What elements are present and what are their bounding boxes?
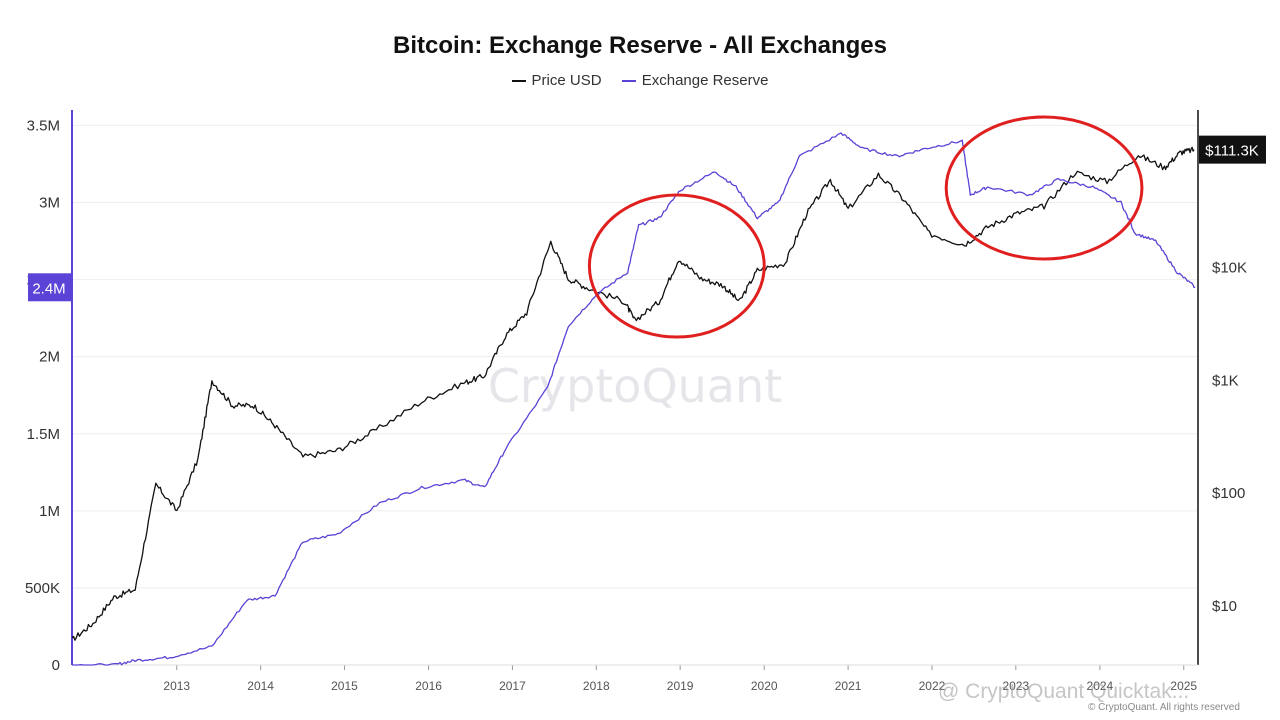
y-left-tick-label: 2M bbox=[39, 349, 60, 366]
x-tick-label: 2016 bbox=[415, 679, 442, 693]
y-left-tick-label: 3.5M bbox=[27, 117, 60, 134]
x-tick-label: 2015 bbox=[331, 679, 358, 693]
x-tick-label: 2019 bbox=[667, 679, 694, 693]
current-reserve-badge bbox=[28, 273, 71, 302]
x-tick-label: 2024 bbox=[1087, 679, 1114, 693]
y-right-tick-label: $10 bbox=[1212, 598, 1237, 615]
x-tick-label: 2013 bbox=[163, 679, 190, 693]
x-tick-label: 2020 bbox=[751, 679, 778, 693]
legend-swatch-price bbox=[511, 80, 526, 83]
annotation-ellipse bbox=[944, 115, 1144, 261]
y-left-tick-label: 1.5M bbox=[27, 426, 60, 443]
badge-layer: 2.4M $111.3K bbox=[28, 135, 1266, 302]
legend-label-price: Price USD bbox=[531, 72, 602, 89]
copyright-text: © CryptoQuant. All rights reserved bbox=[1088, 702, 1240, 713]
y-left-tick-label: 500K bbox=[25, 580, 60, 597]
x-tick-label: 2021 bbox=[835, 679, 862, 693]
x-tick-label: 2018 bbox=[583, 679, 610, 693]
chart-title: Bitcoin: Exchange Reserve - All Exchange… bbox=[393, 32, 887, 59]
current-price-label: $111.3K bbox=[1205, 143, 1259, 160]
x-tick-label: 2017 bbox=[499, 679, 526, 693]
x-tick-label: 2014 bbox=[247, 679, 274, 693]
legend-item-reserve[interactable]: Exchange Reserve bbox=[621, 72, 769, 89]
legend-label-reserve: Exchange Reserve bbox=[641, 72, 769, 89]
series-line-exchange-reserve bbox=[72, 132, 1196, 666]
watermark-text: CryptoQuant bbox=[488, 359, 782, 413]
y-right-tick-label: $100 bbox=[1212, 485, 1245, 502]
x-tick-label: 2023 bbox=[1002, 679, 1029, 693]
x-tick-label: 2022 bbox=[919, 679, 946, 693]
legend-swatch-reserve bbox=[621, 80, 636, 83]
current-reserve-label: 2.4M bbox=[32, 280, 65, 297]
series-layer bbox=[71, 132, 1196, 666]
chart-legend: Price USD Exchange Reserve bbox=[0, 72, 1280, 89]
y-left-tick-label: 1M bbox=[39, 503, 60, 520]
series-line-price-usd bbox=[71, 146, 1195, 641]
legend-item-price[interactable]: Price USD bbox=[511, 72, 602, 89]
y-left-tick-label: 3M bbox=[39, 195, 60, 212]
source-tag: @ CryptoQuant Quicktak... bbox=[938, 680, 1190, 703]
current-price-badge bbox=[1199, 135, 1266, 164]
y-right-tick-label: $10K bbox=[1212, 260, 1247, 277]
annotation-ellipse bbox=[587, 193, 766, 339]
annotation-layer bbox=[587, 115, 1144, 339]
y-right-tick-label: $1K bbox=[1212, 372, 1239, 389]
x-tick-label: 2025 bbox=[1170, 679, 1197, 693]
y-left-tick-label: 0 bbox=[52, 657, 60, 674]
